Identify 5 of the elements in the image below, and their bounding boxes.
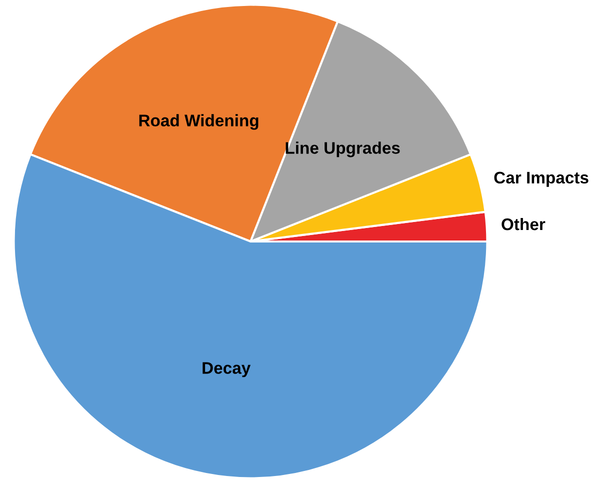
slice-label: Line Upgrades <box>286 142 400 158</box>
slice-label: Car Impacts <box>494 172 588 187</box>
slice-label: Road Widening <box>139 114 258 130</box>
slice-label: Other <box>502 218 546 230</box>
slice-label: Decay <box>202 362 251 378</box>
